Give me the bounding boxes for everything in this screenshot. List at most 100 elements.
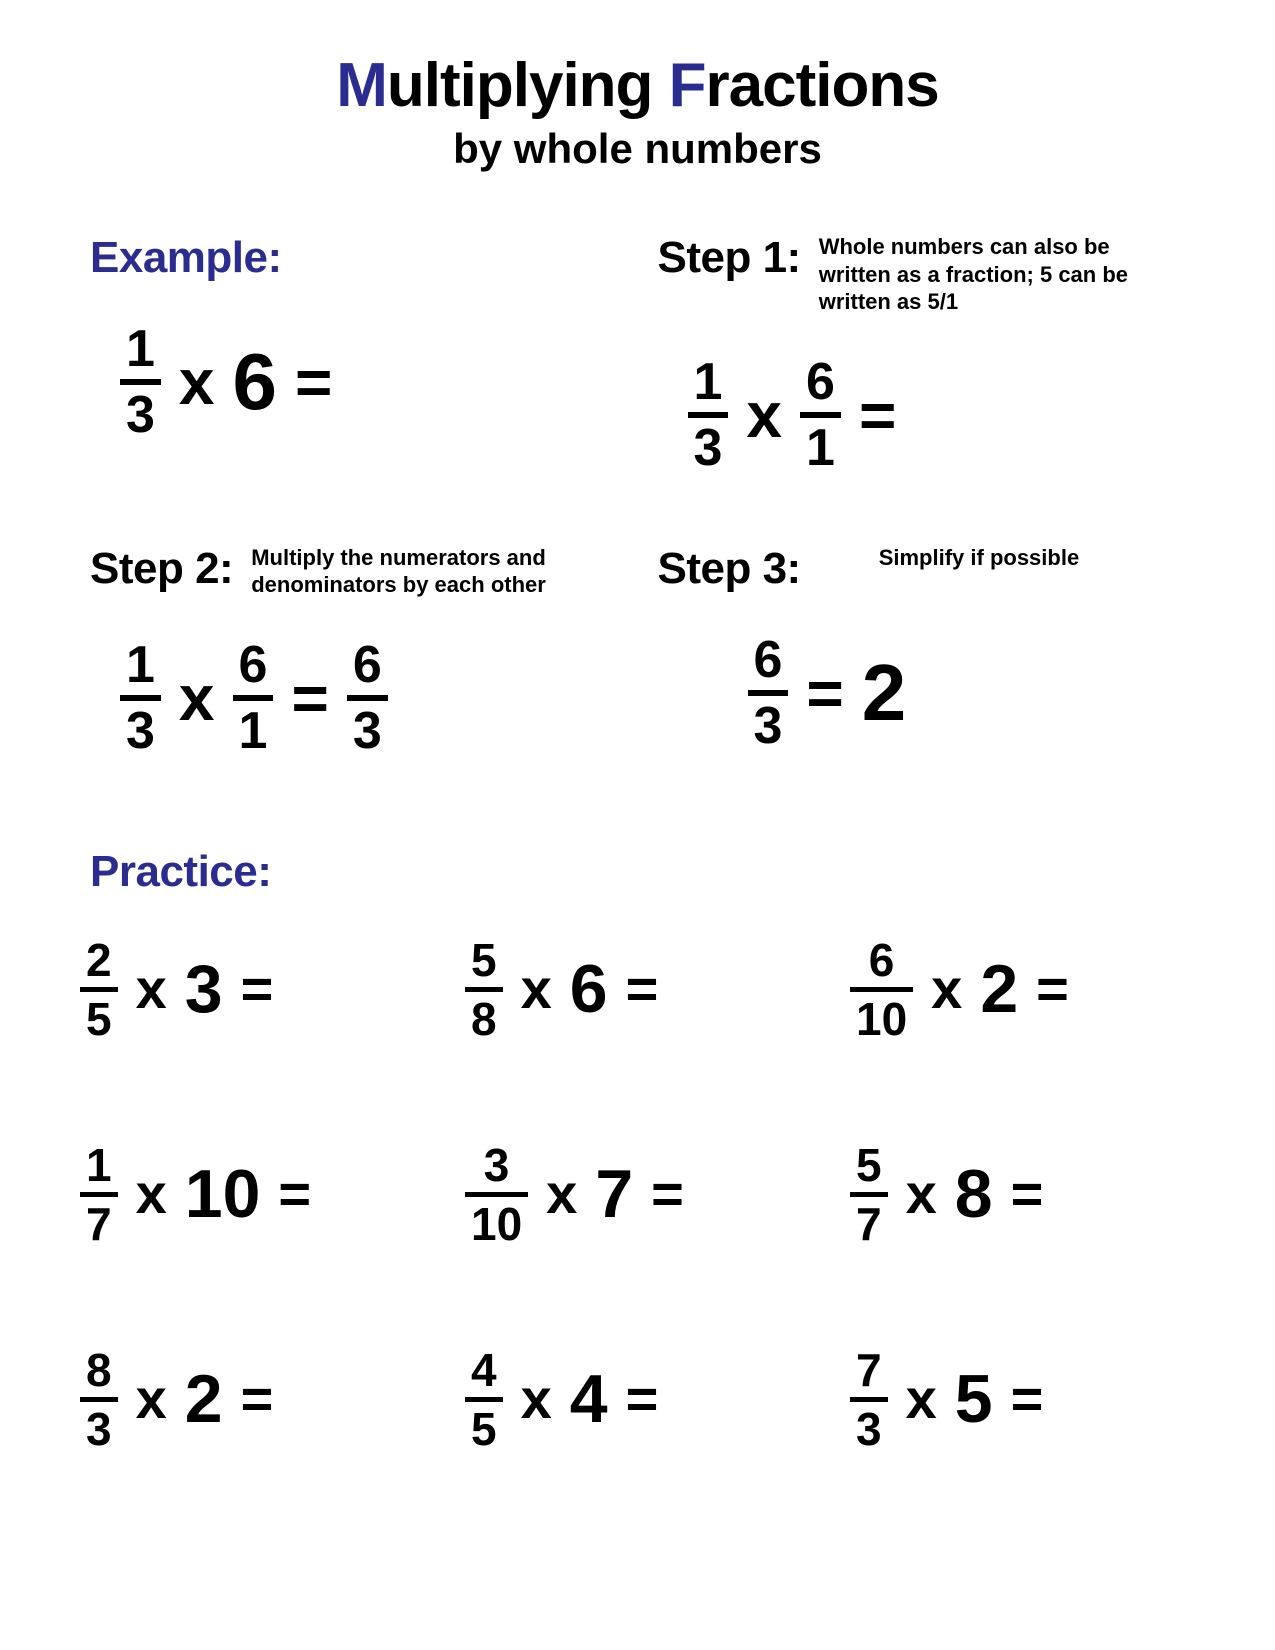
- step3-description: Simplify if possible: [879, 544, 1079, 572]
- times-symbol: x: [546, 1166, 577, 1222]
- steps-grid: Example: 1 3 x 6 = Step 1: Whole numbers…: [90, 233, 1205, 757]
- step3-expression: 6 3 = 2: [748, 634, 1206, 752]
- equals-symbol: =: [859, 383, 896, 447]
- practice-frac-num: 2: [80, 937, 118, 983]
- practice-fraction: 57: [850, 1142, 888, 1247]
- example-frac-num: 1: [120, 323, 161, 375]
- practice-grid: 25x3=58x6=610x2=17x10=310x7=57x8=83x2=45…: [80, 937, 1205, 1452]
- practice-label: Practice:: [90, 847, 1205, 897]
- example-label: Example:: [90, 233, 282, 283]
- practice-whole: 7: [595, 1160, 633, 1228]
- subtitle: by whole numbers: [70, 125, 1205, 173]
- step2-result: 6 3: [347, 639, 388, 757]
- step3-cell: Step 3: Simplify if possible 6 3 = 2: [658, 544, 1206, 757]
- step3-label: Step 3:: [658, 544, 801, 594]
- practice-frac-den: 5: [80, 996, 118, 1042]
- practice-fraction: 310: [465, 1142, 528, 1247]
- equals-symbol: =: [806, 661, 843, 725]
- practice-problem: 610x2=: [850, 937, 1205, 1042]
- step1-frac-b: 6 1: [800, 356, 841, 474]
- example-cell: Example: 1 3 x 6 =: [90, 233, 638, 474]
- times-symbol: x: [906, 1371, 937, 1427]
- times-symbol: x: [931, 961, 962, 1017]
- equals-symbol: =: [278, 1166, 311, 1222]
- step1-description: Whole numbers can also be written as a f…: [819, 233, 1159, 316]
- equals-symbol: =: [291, 666, 328, 730]
- step2-frac-a: 1 3: [120, 639, 161, 757]
- step2-cell: Step 2: Multiply the numerators and deno…: [90, 544, 638, 757]
- practice-frac-num: 3: [478, 1142, 516, 1188]
- practice-frac-num: 8: [80, 1347, 118, 1393]
- example-expression: 1 3 x 6 =: [120, 323, 638, 441]
- practice-fraction: 45: [465, 1347, 503, 1452]
- equals-symbol: =: [241, 1371, 274, 1427]
- practice-frac-num: 6: [863, 937, 901, 983]
- practice-problem: 57x8=: [850, 1142, 1205, 1247]
- practice-fraction: 610: [850, 937, 913, 1042]
- equals-symbol: =: [651, 1166, 684, 1222]
- step2-expression: 1 3 x 6 1 = 6 3: [120, 639, 638, 757]
- practice-frac-num: 1: [80, 1142, 118, 1188]
- times-symbol: x: [746, 383, 782, 447]
- title-word-1-rest: ultiplying: [387, 51, 653, 120]
- practice-whole: 3: [185, 955, 223, 1023]
- practice-problem: 73 x5 =: [850, 1347, 1205, 1452]
- practice-frac-den: 5: [465, 1406, 503, 1452]
- step2-frac-b: 6 1: [233, 639, 274, 757]
- practice-frac-den: 10: [465, 1201, 528, 1247]
- main-title: Multiplying Fractions: [70, 50, 1205, 121]
- practice-problem: 45x4=: [465, 1347, 820, 1452]
- equals-symbol: =: [626, 1371, 659, 1427]
- step1-label: Step 1:: [658, 233, 801, 283]
- equals-symbol: =: [1036, 961, 1069, 1017]
- times-symbol: x: [906, 1166, 937, 1222]
- step1-frac-a: 1 3: [688, 356, 729, 474]
- step2-label: Step 2:: [90, 544, 233, 594]
- step1-cell: Step 1: Whole numbers can also be writte…: [658, 233, 1206, 474]
- times-symbol: x: [521, 961, 552, 1017]
- practice-frac-num: 5: [465, 937, 503, 983]
- example-frac-den: 3: [120, 389, 161, 441]
- times-symbol: x: [136, 1166, 167, 1222]
- times-symbol: x: [179, 666, 215, 730]
- practice-frac-den: 7: [80, 1201, 118, 1247]
- equals-symbol: =: [626, 961, 659, 1017]
- step3-whole: 2: [862, 653, 907, 733]
- title-block: Multiplying Fractions by whole numbers: [70, 50, 1205, 173]
- step2-description: Multiply the numerators and denominators…: [251, 544, 591, 599]
- practice-problem: 17x10=: [80, 1142, 435, 1247]
- step1-expression: 1 3 x 6 1 =: [688, 356, 1206, 474]
- practice-whole: 10: [185, 1160, 261, 1228]
- title-word-1-initial: M: [336, 51, 387, 120]
- practice-whole: 4: [570, 1365, 608, 1433]
- practice-whole: 5: [955, 1365, 993, 1433]
- practice-frac-num: 4: [465, 1347, 503, 1393]
- practice-frac-den: 8: [465, 996, 503, 1042]
- times-symbol: x: [179, 350, 215, 414]
- practice-frac-den: 3: [80, 1406, 118, 1452]
- title-word-2-initial: F: [669, 51, 706, 120]
- equals-symbol: =: [241, 961, 274, 1017]
- step3-frac: 6 3: [748, 634, 789, 752]
- practice-frac-den: 10: [850, 996, 913, 1042]
- practice-frac-num: 5: [850, 1142, 888, 1188]
- times-symbol: x: [136, 961, 167, 1017]
- practice-whole: 8: [955, 1160, 993, 1228]
- practice-whole: 2: [185, 1365, 223, 1433]
- example-whole: 6: [233, 342, 278, 422]
- practice-fraction: 17: [80, 1142, 118, 1247]
- practice-frac-num: 7: [850, 1347, 888, 1393]
- practice-frac-den: 7: [850, 1201, 888, 1247]
- equals-symbol: =: [1011, 1371, 1044, 1427]
- times-symbol: x: [521, 1371, 552, 1427]
- practice-problem: 8 3x2 =: [80, 1347, 435, 1452]
- practice-problem: 310x7=: [465, 1142, 820, 1247]
- practice-fraction: 58: [465, 937, 503, 1042]
- example-fraction: 1 3: [120, 323, 161, 441]
- times-symbol: x: [136, 1371, 167, 1427]
- practice-whole: 2: [980, 955, 1018, 1023]
- practice-fraction: 73: [850, 1347, 888, 1452]
- practice-problem: 2 5x3 =: [80, 937, 435, 1042]
- equals-symbol: =: [1011, 1166, 1044, 1222]
- practice-problem: 58x6=: [465, 937, 820, 1042]
